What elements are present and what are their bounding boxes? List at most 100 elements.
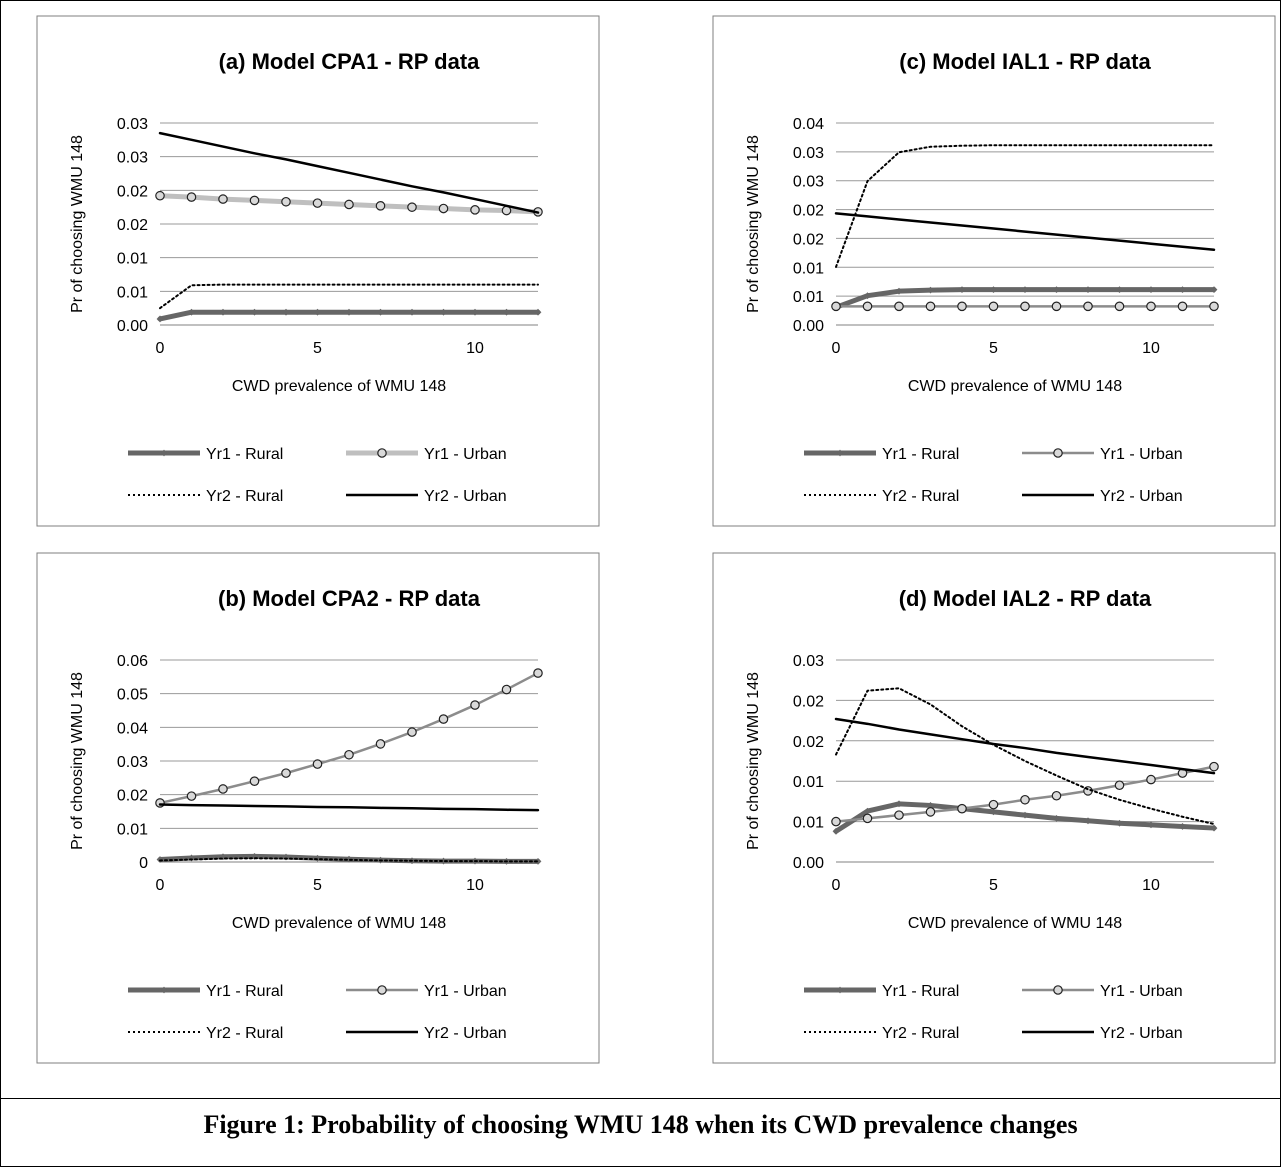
data-point bbox=[312, 198, 323, 208]
data-point bbox=[375, 739, 386, 749]
legend-label: Yr1 - Urban bbox=[424, 446, 507, 463]
x-tick-label: 0 bbox=[832, 340, 841, 357]
legend-label: Yr1 - Rural bbox=[882, 983, 959, 1000]
data-point bbox=[1084, 286, 1092, 294]
y-tick-label: 0 bbox=[139, 855, 148, 872]
data-point bbox=[988, 799, 999, 810]
data-point bbox=[188, 308, 195, 316]
data-point bbox=[895, 287, 903, 295]
y-tick-label: 0.00 bbox=[117, 318, 148, 335]
legend-label: Yr1 - Urban bbox=[1100, 983, 1183, 1000]
legend-item: Yr1 - Rural bbox=[128, 446, 283, 463]
legend-label: Yr2 - Urban bbox=[1100, 1025, 1183, 1042]
data-point bbox=[440, 308, 447, 316]
legend-label: Yr1 - Rural bbox=[882, 446, 959, 463]
data-point bbox=[925, 807, 936, 817]
series-urban1 bbox=[831, 301, 1219, 312]
data-point bbox=[927, 802, 934, 809]
legend-label: Yr2 - Rural bbox=[882, 1025, 959, 1042]
data-point bbox=[219, 853, 227, 861]
data-point bbox=[1209, 761, 1219, 772]
legend-label: Yr1 - Rural bbox=[206, 446, 283, 463]
series-urban2 bbox=[834, 717, 1216, 775]
y-tick-label: 0.04 bbox=[793, 116, 824, 133]
chart-title: (d) Model IAL2 - RP data bbox=[899, 586, 1152, 611]
legend-label: Yr2 - Rural bbox=[206, 1025, 283, 1042]
legend-label: Yr2 - Rural bbox=[882, 488, 959, 505]
data-point bbox=[501, 684, 512, 695]
legend-marker bbox=[1053, 985, 1063, 995]
series-urban1 bbox=[155, 190, 543, 217]
data-point bbox=[314, 308, 321, 316]
legend: Yr1 - Rural Yr1 - Urban Yr2 - Rural Yr2 - U… bbox=[804, 983, 1183, 1042]
data-point bbox=[1210, 824, 1218, 832]
data-point bbox=[375, 201, 386, 211]
legend-item: Yr2 - Rural bbox=[804, 1025, 959, 1042]
x-tick-label: 10 bbox=[466, 340, 484, 357]
data-point bbox=[218, 784, 228, 794]
y-tick-label: 0.01 bbox=[793, 815, 824, 832]
legend-item: Yr2 - Urban bbox=[346, 1025, 507, 1042]
y-tick-label: 0.03 bbox=[793, 174, 824, 191]
series-line bbox=[835, 144, 1215, 268]
panel-c: (c) Model IAL1 - RP data 0.00 0.01 0.01 0.02… bbox=[712, 15, 1276, 527]
data-point bbox=[1177, 301, 1188, 312]
legend-item: Yr1 - Rural bbox=[804, 983, 959, 1000]
data-point bbox=[503, 308, 510, 316]
data-point bbox=[1114, 301, 1125, 312]
data-point bbox=[1116, 286, 1123, 294]
series-urban2 bbox=[834, 212, 1216, 252]
x-tick-label: 0 bbox=[832, 877, 841, 894]
y-tick-label: 0.01 bbox=[793, 260, 824, 277]
data-point bbox=[251, 308, 258, 316]
series-line bbox=[834, 212, 1216, 252]
data-point bbox=[219, 308, 227, 316]
data-point bbox=[534, 857, 542, 865]
chart-title: (b) Model CPA2 - RP data bbox=[218, 586, 481, 611]
data-point bbox=[832, 827, 840, 835]
data-point bbox=[831, 301, 841, 312]
data-point bbox=[249, 195, 260, 206]
data-point bbox=[894, 810, 904, 820]
series-rural2 bbox=[159, 857, 539, 863]
data-point bbox=[281, 196, 291, 207]
chart-svg: (d) Model IAL2 - RP data 0.00 0.01 0.01 0.02… bbox=[712, 552, 1276, 1064]
panel-border bbox=[712, 15, 1276, 527]
legend-item: Yr2 - Rural bbox=[128, 1025, 283, 1042]
data-point bbox=[471, 308, 479, 316]
legend-item: Yr1 - Rural bbox=[804, 446, 959, 463]
data-point bbox=[862, 813, 873, 824]
series-urban1 bbox=[155, 668, 543, 808]
y-axis-label: Pr of choosing WMU 148 bbox=[69, 135, 86, 313]
y-tick-label: 0.01 bbox=[117, 251, 148, 268]
series-line bbox=[158, 131, 540, 214]
y-axis-label: Pr of choosing WMU 148 bbox=[69, 672, 86, 850]
data-point bbox=[438, 203, 449, 214]
series-rural2 bbox=[159, 283, 539, 310]
legend: Yr1 - Rural Yr1 - Urban Yr2 - Rural Yr2 - U… bbox=[804, 446, 1183, 505]
x-tick-label: 5 bbox=[989, 340, 998, 357]
legend-marker bbox=[377, 985, 387, 995]
data-point bbox=[1146, 774, 1156, 785]
data-point bbox=[1147, 286, 1155, 294]
y-tick-label: 0.02 bbox=[117, 217, 148, 234]
series-rural2 bbox=[835, 687, 1215, 826]
y-tick-label: 0.02 bbox=[793, 693, 824, 710]
data-point bbox=[894, 301, 904, 312]
data-point bbox=[990, 286, 997, 294]
legend-item: Yr2 - Rural bbox=[804, 488, 959, 505]
y-tick-label: 0.02 bbox=[793, 734, 824, 751]
y-tick-label: 0.04 bbox=[117, 720, 148, 737]
legend-item: Yr1 - Rural bbox=[128, 983, 283, 1000]
data-point bbox=[282, 308, 290, 316]
data-point bbox=[155, 798, 165, 808]
legend-label: Yr2 - Urban bbox=[1100, 488, 1183, 505]
series-rural1 bbox=[156, 308, 542, 323]
data-point bbox=[831, 816, 841, 827]
data-point bbox=[470, 700, 480, 710]
series-line bbox=[834, 717, 1216, 775]
x-tick-label: 10 bbox=[1142, 877, 1160, 894]
panel-d: (d) Model IAL2 - RP data 0.00 0.01 0.01 0.02… bbox=[712, 552, 1276, 1064]
data-point bbox=[1116, 819, 1123, 827]
y-axis-label: Pr of choosing WMU 148 bbox=[745, 135, 762, 313]
